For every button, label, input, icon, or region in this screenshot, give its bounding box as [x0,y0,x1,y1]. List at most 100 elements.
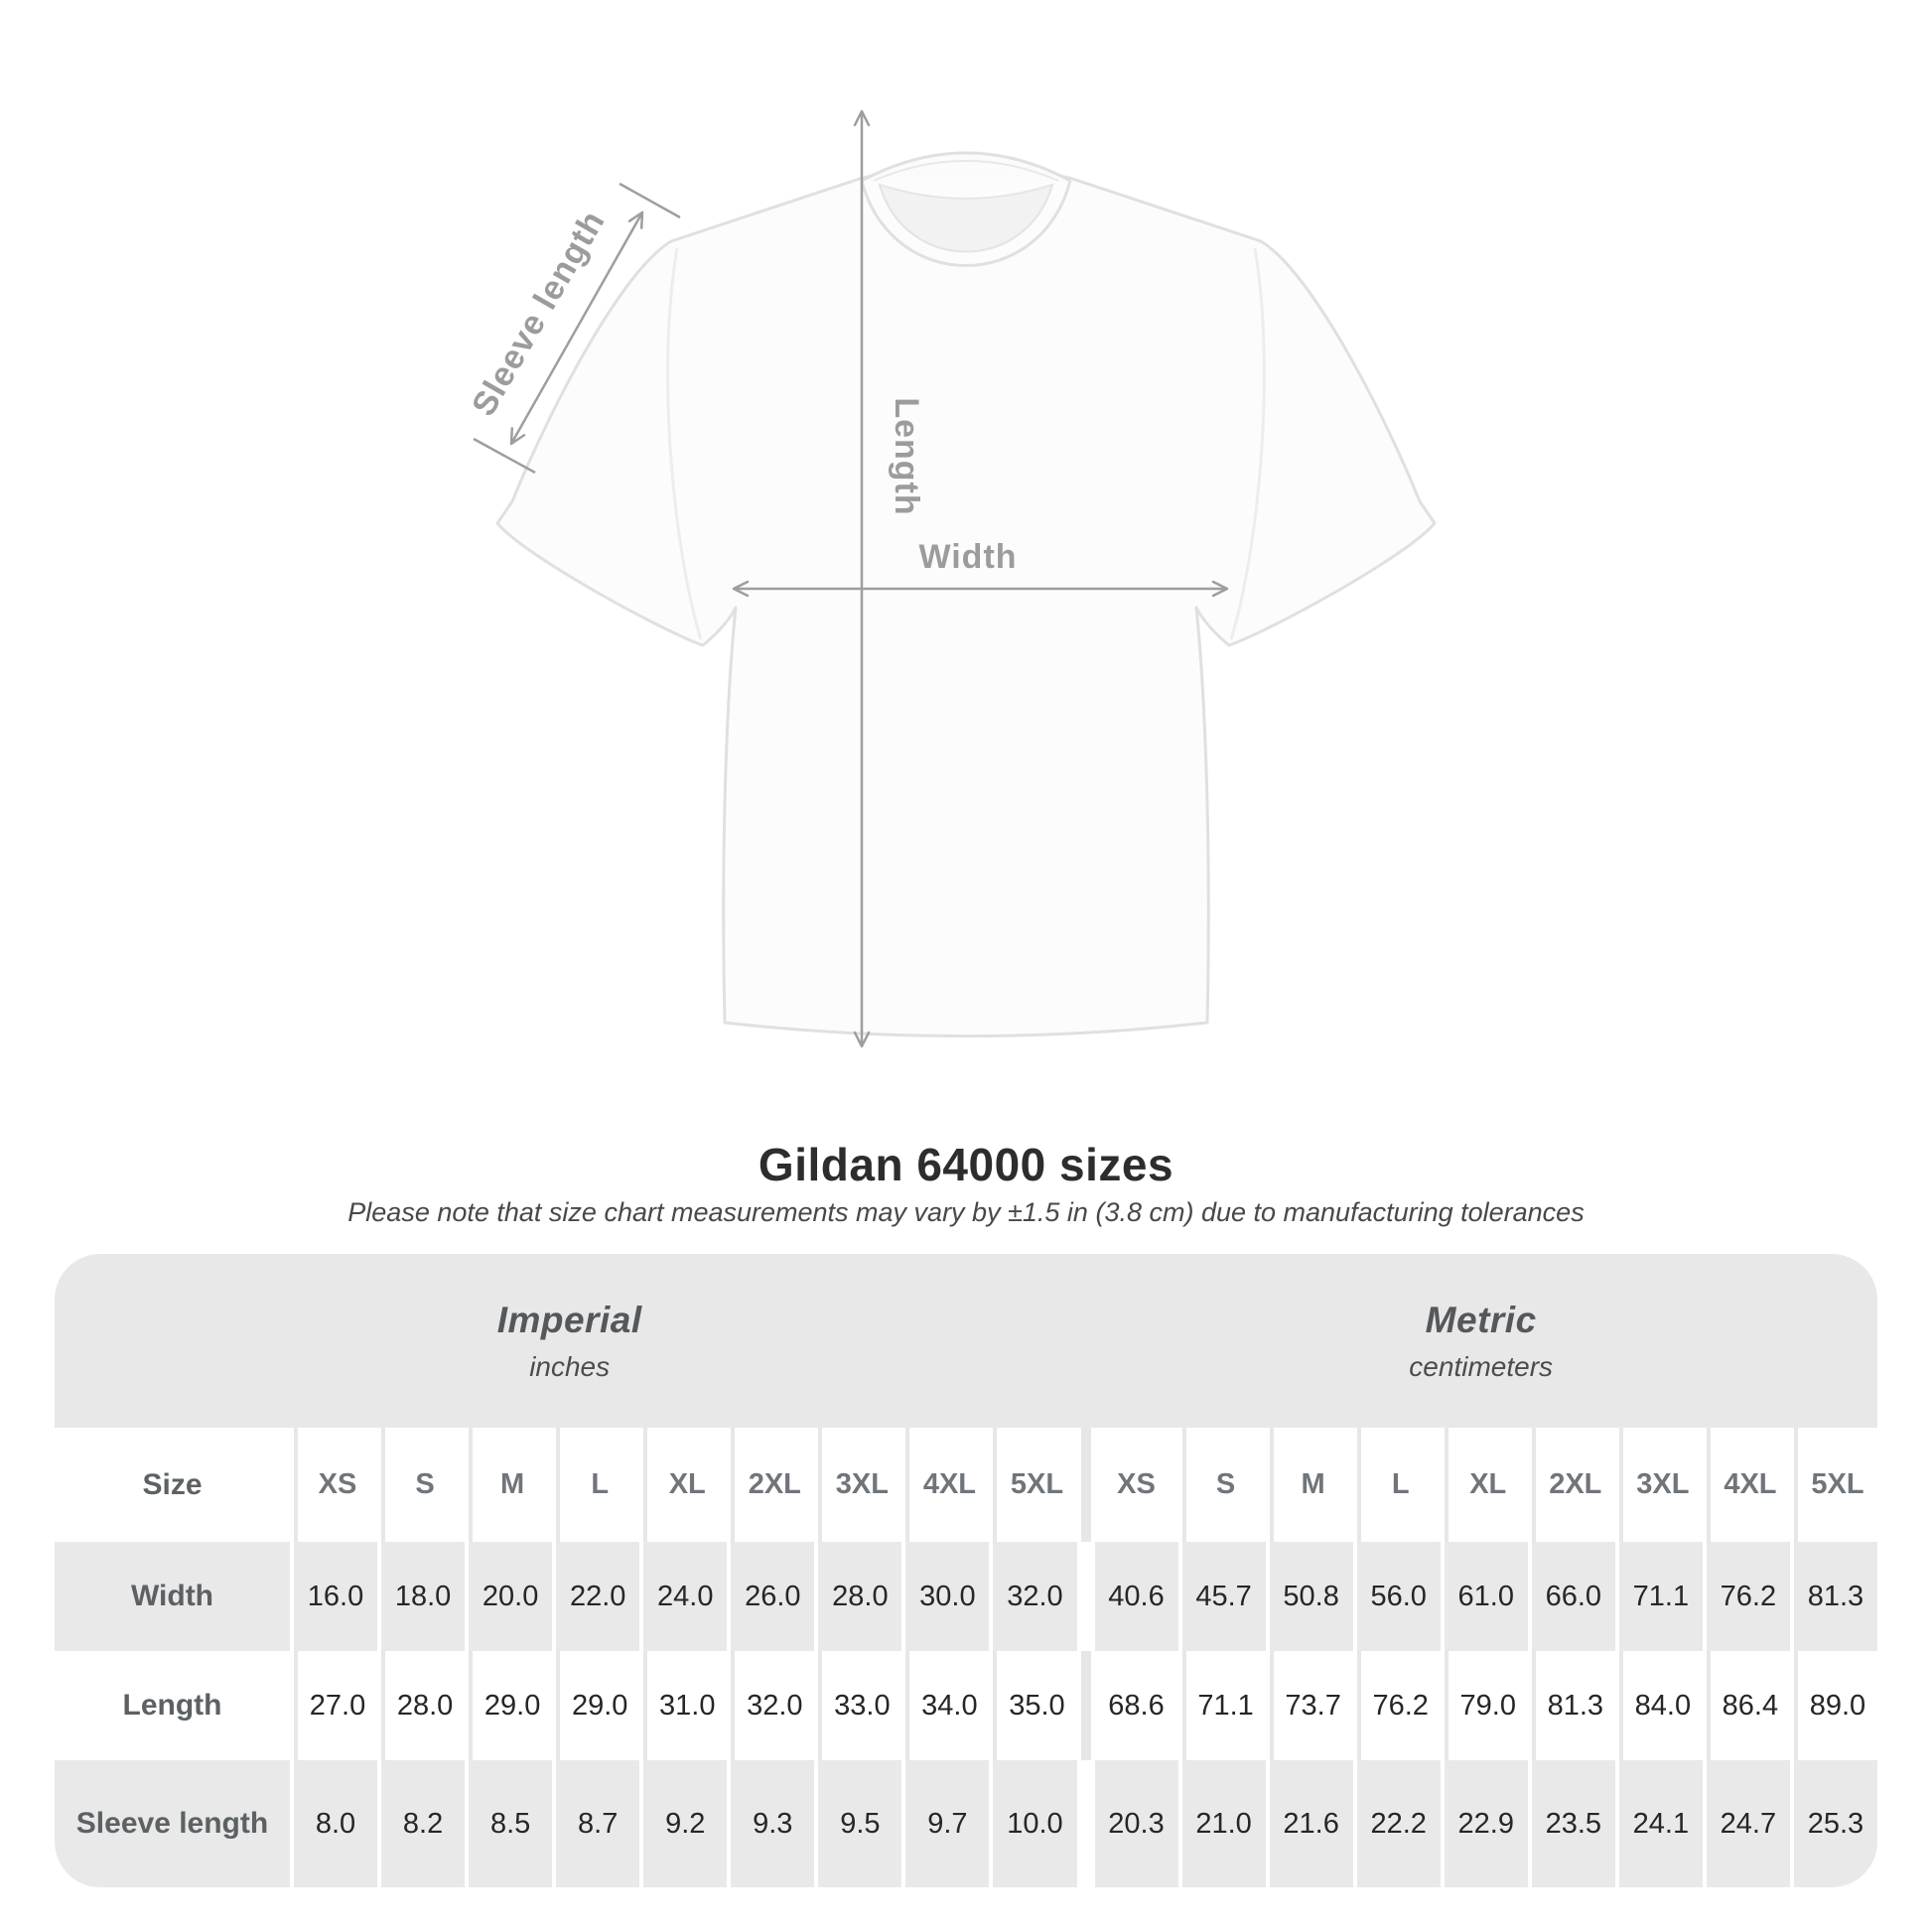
size-col-imperial-2xl: 2XL [731,1428,815,1542]
value-cell: 50.8 [1269,1542,1353,1651]
value-cell: 89.0 [1793,1651,1877,1760]
size-col-imperial-4xl: 4XL [905,1428,990,1542]
size-col-metric-4xl: 4XL [1706,1428,1790,1542]
table-row-length: Length 27.0 28.0 29.0 29.0 31.0 32.0 33.0 34.0 35… [55,1651,1877,1760]
value-cell: 22.2 [1356,1760,1441,1887]
size-col-metric-m: M [1269,1428,1353,1542]
value-cell: 84.0 [1618,1651,1703,1760]
value-cell: 34.0 [905,1651,990,1760]
size-col-metric-xl: XL [1444,1428,1528,1542]
unit-gap [1080,1651,1091,1760]
value-cell: 32.0 [731,1651,815,1760]
size-col-imperial-xs: XS [294,1428,378,1542]
tolerance-note: Please note that size chart measurements… [347,1197,1585,1227]
sleeve-length-arrow [509,210,644,446]
value-cell: 24.1 [1618,1760,1703,1887]
size-col-imperial-3xl: 3XL [818,1428,902,1542]
imperial-unit-group: Imperial inches [55,1254,1084,1428]
value-cell: 81.3 [1793,1542,1877,1651]
width-label: Width [918,538,1017,576]
table-body: Width 16.0 18.0 20.0 22.0 24.0 26.0 28.0 30.0 32.… [55,1542,1877,1887]
value-cell: 27.0 [294,1651,378,1760]
value-cell: 8.5 [469,1760,553,1887]
size-col-metric-3xl: 3XL [1618,1428,1703,1542]
value-cell: 71.1 [1618,1542,1703,1651]
metric-unit-sub: centimeters [1409,1350,1554,1382]
unit-gap [1080,1428,1091,1542]
value-cell: 61.0 [1444,1542,1528,1651]
value-cell: 56.0 [1356,1542,1441,1651]
unit-gap [1080,1542,1091,1651]
metric-unit-name: Metric [1425,1299,1537,1340]
value-cell: 30.0 [905,1542,990,1651]
value-cell: 16.0 [294,1542,378,1651]
value-cell: 8.7 [556,1760,640,1887]
value-cell: 33.0 [818,1651,902,1760]
value-cell: 22.0 [556,1542,640,1651]
value-cell: 40.6 [1094,1542,1178,1651]
size-diagram: Sleeve length Length Width [465,109,1437,1048]
size-col-metric-2xl: 2XL [1531,1428,1615,1542]
row-label: Length [55,1651,290,1760]
table-row-width: Width 16.0 18.0 20.0 22.0 24.0 26.0 28.0 30.0 32.… [55,1542,1877,1651]
value-cell: 35.0 [993,1651,1077,1760]
value-cell: 8.2 [381,1760,466,1887]
value-cell: 23.5 [1531,1760,1615,1887]
tshirt-graphic: Sleeve length Length Width [465,109,1437,1048]
value-cell: 29.0 [556,1651,640,1760]
value-cell: 68.6 [1094,1651,1178,1760]
value-cell: 73.7 [1269,1651,1353,1760]
tshirt-shape [495,151,1437,1037]
value-cell: 28.0 [818,1542,902,1651]
value-cell: 45.7 [1181,1542,1266,1651]
value-cell: 20.3 [1094,1760,1178,1887]
value-cell: 9.3 [731,1760,815,1887]
page-title: Gildan 64000 sizes [758,1139,1174,1190]
unit-band: Imperial inches Metric centimeters [55,1254,1877,1428]
size-column-title: Size [55,1428,290,1542]
value-cell: 24.0 [643,1542,728,1651]
value-cell: 10.0 [993,1760,1077,1887]
value-cell: 29.0 [469,1651,553,1760]
unit-gap [1080,1760,1091,1887]
size-col-metric-xs: XS [1094,1428,1178,1542]
value-cell: 21.0 [1181,1760,1266,1887]
size-col-imperial-l: L [556,1428,640,1542]
value-cell: 21.6 [1269,1760,1353,1887]
row-label: Sleeve length [55,1760,290,1887]
imperial-unit-sub: inches [529,1350,611,1382]
value-cell: 26.0 [731,1542,815,1651]
value-cell: 22.9 [1444,1760,1528,1887]
value-cell: 76.2 [1706,1542,1790,1651]
table-row-sleeve-length: Sleeve length 8.0 8.2 8.5 8.7 9.2 9.3 9.5 9.7 10.… [55,1760,1877,1887]
size-header-row: Size XS S M L XL 2XL 3XL 4XL 5XL XS S M L XL 2XL 3XL 4XL… [55,1428,1877,1542]
value-cell: 71.1 [1181,1651,1266,1760]
value-cell: 9.2 [643,1760,728,1887]
size-col-imperial-5xl: 5XL [993,1428,1077,1542]
value-cell: 66.0 [1531,1542,1615,1651]
value-cell: 86.4 [1706,1651,1790,1760]
value-cell: 18.0 [381,1542,466,1651]
value-cell: 32.0 [993,1542,1077,1651]
sleeve-arrow-tick-top [619,182,681,219]
value-cell: 81.3 [1531,1651,1615,1760]
value-cell: 24.7 [1706,1760,1790,1887]
size-col-imperial-xl: XL [643,1428,728,1542]
size-col-metric-5xl: 5XL [1793,1428,1877,1542]
value-cell: 79.0 [1444,1651,1528,1760]
size-col-metric-s: S [1181,1428,1266,1542]
row-label: Width [55,1542,290,1651]
value-cell: 28.0 [381,1651,466,1760]
size-col-imperial-s: S [381,1428,466,1542]
size-table: Imperial inches Metric centimeters Size … [55,1254,1877,1887]
imperial-unit-name: Imperial [496,1299,642,1340]
value-cell: 76.2 [1356,1651,1441,1760]
value-cell: 8.0 [294,1760,378,1887]
sleeve-arrow-tick-bottom [473,437,536,475]
value-cell: 9.5 [818,1760,902,1887]
metric-unit-group: Metric centimeters [1084,1254,1877,1428]
length-label: Length [888,397,925,515]
value-cell: 20.0 [469,1542,553,1651]
size-col-imperial-m: M [469,1428,553,1542]
value-cell: 9.7 [905,1760,990,1887]
